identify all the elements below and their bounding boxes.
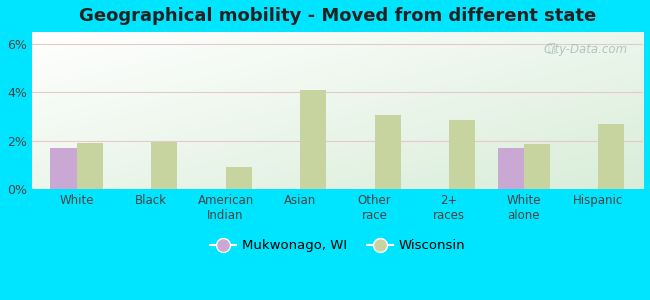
Bar xyxy=(524,144,550,189)
Bar xyxy=(374,115,401,189)
Bar xyxy=(226,167,252,189)
Bar xyxy=(51,148,77,189)
Bar xyxy=(300,90,326,189)
Bar xyxy=(498,148,524,189)
Text: ⓘ: ⓘ xyxy=(547,42,554,55)
Title: Geographical mobility - Moved from different state: Geographical mobility - Moved from diffe… xyxy=(79,7,596,25)
Bar xyxy=(151,142,177,189)
Legend: Mukwonago, WI, Wisconsin: Mukwonago, WI, Wisconsin xyxy=(205,234,470,257)
Text: City-Data.com: City-Data.com xyxy=(543,43,628,56)
Bar xyxy=(77,143,103,189)
Bar xyxy=(599,124,625,189)
Bar xyxy=(449,120,475,189)
